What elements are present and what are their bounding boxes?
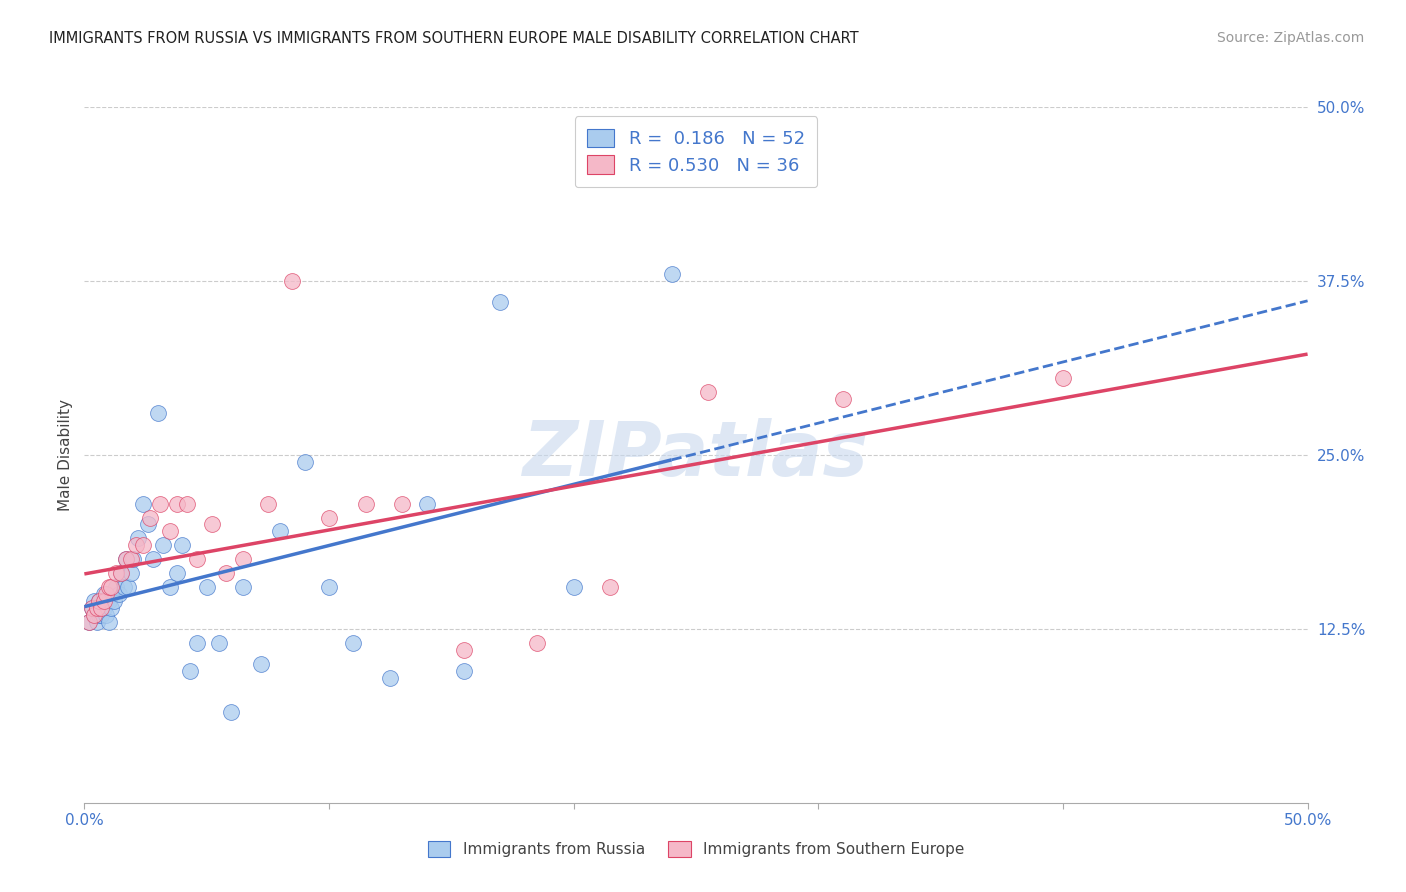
Legend: Immigrants from Russia, Immigrants from Southern Europe: Immigrants from Russia, Immigrants from … bbox=[420, 833, 972, 864]
Point bbox=[281, 274, 304, 288]
Point bbox=[100, 601, 122, 615]
Point bbox=[453, 642, 475, 657]
Point bbox=[120, 552, 142, 566]
Point bbox=[117, 580, 139, 594]
Point bbox=[146, 406, 169, 420]
Point bbox=[697, 385, 720, 400]
Point bbox=[380, 671, 402, 685]
Point bbox=[132, 538, 155, 552]
Point bbox=[219, 706, 242, 720]
Point bbox=[142, 552, 165, 566]
Point bbox=[96, 587, 118, 601]
Point bbox=[599, 580, 621, 594]
Point bbox=[97, 580, 120, 594]
Point bbox=[166, 566, 188, 581]
Point bbox=[489, 294, 512, 309]
Point bbox=[208, 636, 231, 650]
Point bbox=[97, 594, 120, 608]
Point bbox=[107, 587, 129, 601]
Point bbox=[661, 267, 683, 281]
Point bbox=[318, 510, 340, 524]
Point bbox=[200, 517, 222, 532]
Point bbox=[97, 615, 120, 629]
Point bbox=[80, 601, 103, 615]
Point bbox=[562, 580, 585, 594]
Point bbox=[90, 601, 112, 615]
Point bbox=[103, 594, 125, 608]
Point bbox=[1052, 371, 1074, 385]
Point bbox=[105, 566, 128, 581]
Point bbox=[257, 497, 280, 511]
Point bbox=[186, 636, 208, 650]
Point bbox=[93, 601, 115, 615]
Point bbox=[176, 497, 198, 511]
Point bbox=[83, 607, 105, 622]
Point bbox=[96, 594, 118, 608]
Point bbox=[83, 594, 105, 608]
Point bbox=[77, 615, 100, 629]
Text: Source: ZipAtlas.com: Source: ZipAtlas.com bbox=[1216, 31, 1364, 45]
Point bbox=[120, 566, 142, 581]
Point bbox=[132, 497, 155, 511]
Point bbox=[391, 497, 413, 511]
Y-axis label: Male Disability: Male Disability bbox=[58, 399, 73, 511]
Point bbox=[318, 580, 340, 594]
Point bbox=[149, 497, 172, 511]
Point bbox=[232, 552, 254, 566]
Point bbox=[125, 538, 148, 552]
Point bbox=[80, 601, 103, 615]
Point bbox=[152, 538, 174, 552]
Point bbox=[87, 594, 110, 608]
Point bbox=[105, 580, 128, 594]
Point bbox=[100, 580, 122, 594]
Point bbox=[87, 607, 110, 622]
Text: IMMIGRANTS FROM RUSSIA VS IMMIGRANTS FROM SOUTHERN EUROPE MALE DISABILITY CORREL: IMMIGRANTS FROM RUSSIA VS IMMIGRANTS FRO… bbox=[49, 31, 859, 46]
Point bbox=[110, 566, 132, 581]
Point bbox=[186, 552, 208, 566]
Point bbox=[195, 580, 218, 594]
Point bbox=[115, 552, 138, 566]
Point bbox=[112, 580, 135, 594]
Point bbox=[179, 664, 201, 678]
Point bbox=[453, 664, 475, 678]
Point bbox=[172, 538, 194, 552]
Point bbox=[93, 587, 115, 601]
Point bbox=[86, 615, 108, 629]
Point bbox=[77, 615, 100, 629]
Point bbox=[354, 497, 377, 511]
Point bbox=[110, 566, 132, 581]
Point bbox=[87, 594, 110, 608]
Point bbox=[831, 392, 853, 407]
Point bbox=[249, 657, 271, 671]
Point bbox=[139, 510, 162, 524]
Point bbox=[342, 636, 364, 650]
Point bbox=[90, 601, 112, 615]
Point bbox=[127, 532, 149, 546]
Point bbox=[269, 524, 291, 539]
Point bbox=[83, 607, 105, 622]
Point bbox=[115, 552, 138, 566]
Point bbox=[215, 566, 238, 581]
Point bbox=[96, 607, 118, 622]
Point bbox=[86, 601, 108, 615]
Point bbox=[86, 601, 108, 615]
Text: ZIPatlas: ZIPatlas bbox=[523, 418, 869, 491]
Point bbox=[122, 552, 145, 566]
Point bbox=[294, 455, 316, 469]
Point bbox=[93, 594, 115, 608]
Point bbox=[159, 580, 181, 594]
Point bbox=[90, 607, 112, 622]
Point bbox=[159, 524, 181, 539]
Point bbox=[232, 580, 254, 594]
Point bbox=[136, 517, 159, 532]
Point bbox=[416, 497, 439, 511]
Point bbox=[526, 636, 548, 650]
Point bbox=[166, 497, 188, 511]
